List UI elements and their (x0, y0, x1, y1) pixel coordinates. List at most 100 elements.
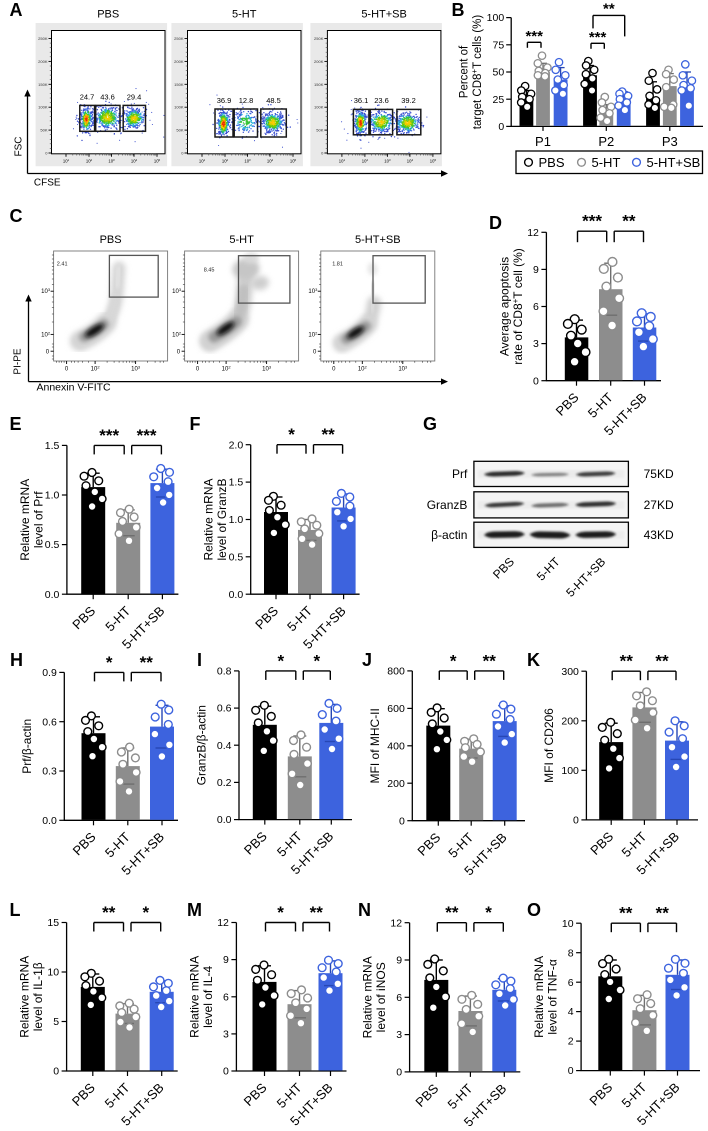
svg-text:H: H (10, 650, 23, 670)
svg-text:E: E (10, 414, 22, 434)
svg-text:2.41: 2.41 (57, 262, 68, 268)
svg-text:0: 0 (196, 367, 200, 373)
svg-text:0: 0 (177, 349, 181, 355)
svg-text:3: 3 (223, 1029, 229, 1041)
svg-text:Average apoptosis: Average apoptosis (497, 257, 511, 356)
svg-text:0.0: 0.0 (217, 814, 232, 826)
svg-text:102: 102 (222, 365, 232, 373)
svg-text:F: F (190, 414, 201, 434)
svg-text:0.6: 0.6 (42, 716, 57, 728)
svg-text:39.2: 39.2 (401, 96, 416, 105)
svg-text:5-HT: 5-HT (229, 234, 254, 246)
svg-text:β-actin: β-actin (431, 528, 467, 542)
svg-text:103: 103 (41, 287, 51, 295)
svg-text:200K: 200K (314, 59, 324, 64)
svg-text:FSC: FSC (14, 137, 25, 157)
svg-text:200: 200 (561, 715, 579, 727)
svg-text:43.6: 43.6 (100, 92, 115, 101)
svg-text:5: 5 (53, 1016, 59, 1028)
svg-text:200: 200 (387, 778, 405, 790)
svg-text:0: 0 (573, 815, 579, 827)
svg-text:300: 300 (561, 666, 579, 678)
svg-text:0: 0 (498, 121, 504, 133)
svg-text:2.0: 2.0 (229, 439, 244, 451)
svg-text:level of TNF-α: level of TNF-α (546, 959, 560, 1034)
svg-text:0: 0 (181, 151, 184, 156)
svg-text:**: ** (619, 904, 633, 923)
svg-text:100K: 100K (38, 105, 48, 110)
svg-text:0.5: 0.5 (45, 539, 60, 551)
svg-text:Relative mRNA: Relative mRNA (361, 956, 375, 1038)
svg-text:C: C (10, 206, 23, 226)
svg-text:5-HT+SB: 5-HT+SB (355, 234, 401, 246)
svg-text:Relative mRNA: Relative mRNA (18, 479, 32, 561)
svg-text:10: 10 (47, 967, 59, 979)
svg-text:***: *** (137, 426, 157, 445)
svg-text:103: 103 (244, 158, 251, 163)
svg-text:50K: 50K (176, 128, 183, 133)
svg-text:100: 100 (487, 12, 505, 24)
svg-text:23.6: 23.6 (374, 96, 389, 105)
svg-text:O: O (527, 900, 541, 920)
svg-text:9: 9 (223, 954, 229, 966)
svg-text:103: 103 (398, 365, 408, 373)
svg-text:105: 105 (290, 158, 297, 163)
svg-text:A: A (10, 0, 23, 20)
svg-text:5-HT+SB: 5-HT+SB (361, 9, 407, 21)
svg-text:0: 0 (321, 151, 324, 156)
svg-text:1.0: 1.0 (45, 490, 60, 502)
svg-text:102: 102 (222, 158, 229, 163)
svg-text:***: *** (589, 29, 607, 46)
svg-text:level of IL-4: level of IL-4 (201, 965, 215, 1027)
svg-text:PI-PE: PI-PE (13, 348, 24, 374)
svg-text:**: ** (321, 425, 335, 444)
svg-text:5-HT: 5-HT (592, 155, 621, 170)
svg-text:103: 103 (131, 365, 141, 373)
svg-text:6: 6 (533, 301, 539, 313)
svg-text:**: ** (622, 212, 636, 231)
svg-text:0: 0 (313, 349, 317, 355)
svg-text:0: 0 (223, 1066, 229, 1078)
svg-text:*: * (142, 903, 149, 922)
svg-text:50K: 50K (40, 128, 47, 133)
svg-text:5-HT: 5-HT (232, 9, 257, 21)
svg-text:102: 102 (308, 330, 318, 338)
svg-text:M: M (187, 900, 202, 920)
svg-text:5-HT+SB: 5-HT+SB (647, 155, 701, 170)
svg-text:I: I (197, 650, 202, 670)
svg-text:1.5: 1.5 (45, 440, 60, 452)
svg-text:103: 103 (384, 158, 391, 163)
svg-text:10: 10 (562, 918, 574, 930)
svg-text:0.6: 0.6 (217, 703, 232, 715)
svg-text:Prf: Prf (452, 467, 468, 481)
svg-text:L: L (10, 900, 21, 920)
svg-text:0: 0 (332, 367, 336, 373)
svg-text:0: 0 (533, 375, 539, 387)
svg-text:Prf/β-actin: Prf/β-actin (20, 719, 34, 774)
svg-text:101: 101 (63, 158, 70, 163)
svg-text:J: J (362, 650, 372, 670)
svg-text:50K: 50K (316, 128, 323, 133)
svg-text:0.0: 0.0 (229, 589, 244, 601)
svg-text:0: 0 (396, 1067, 402, 1079)
svg-text:PBS: PBS (100, 234, 122, 246)
svg-text:105: 105 (154, 158, 161, 163)
svg-text:8.45: 8.45 (204, 268, 215, 274)
svg-text:*: * (313, 651, 320, 670)
svg-text:150K: 150K (38, 82, 48, 87)
svg-text:9: 9 (533, 264, 539, 276)
svg-text:0.4: 0.4 (217, 740, 232, 752)
svg-text:**: ** (102, 903, 116, 922)
svg-text:0.9: 0.9 (42, 667, 57, 679)
svg-text:800: 800 (387, 666, 405, 678)
svg-text:level of Prf: level of Prf (31, 491, 45, 548)
svg-text:rate of CD8+T cell (%): rate of CD8+T cell (%) (511, 248, 525, 364)
svg-text:103: 103 (262, 365, 272, 373)
svg-text:103: 103 (108, 158, 115, 163)
svg-text:250K: 250K (174, 36, 184, 41)
svg-text:*: * (450, 651, 457, 670)
svg-text:P2: P2 (598, 134, 614, 149)
svg-text:0.8: 0.8 (217, 666, 232, 678)
svg-text:104: 104 (131, 158, 138, 163)
svg-text:29.4: 29.4 (127, 92, 142, 101)
